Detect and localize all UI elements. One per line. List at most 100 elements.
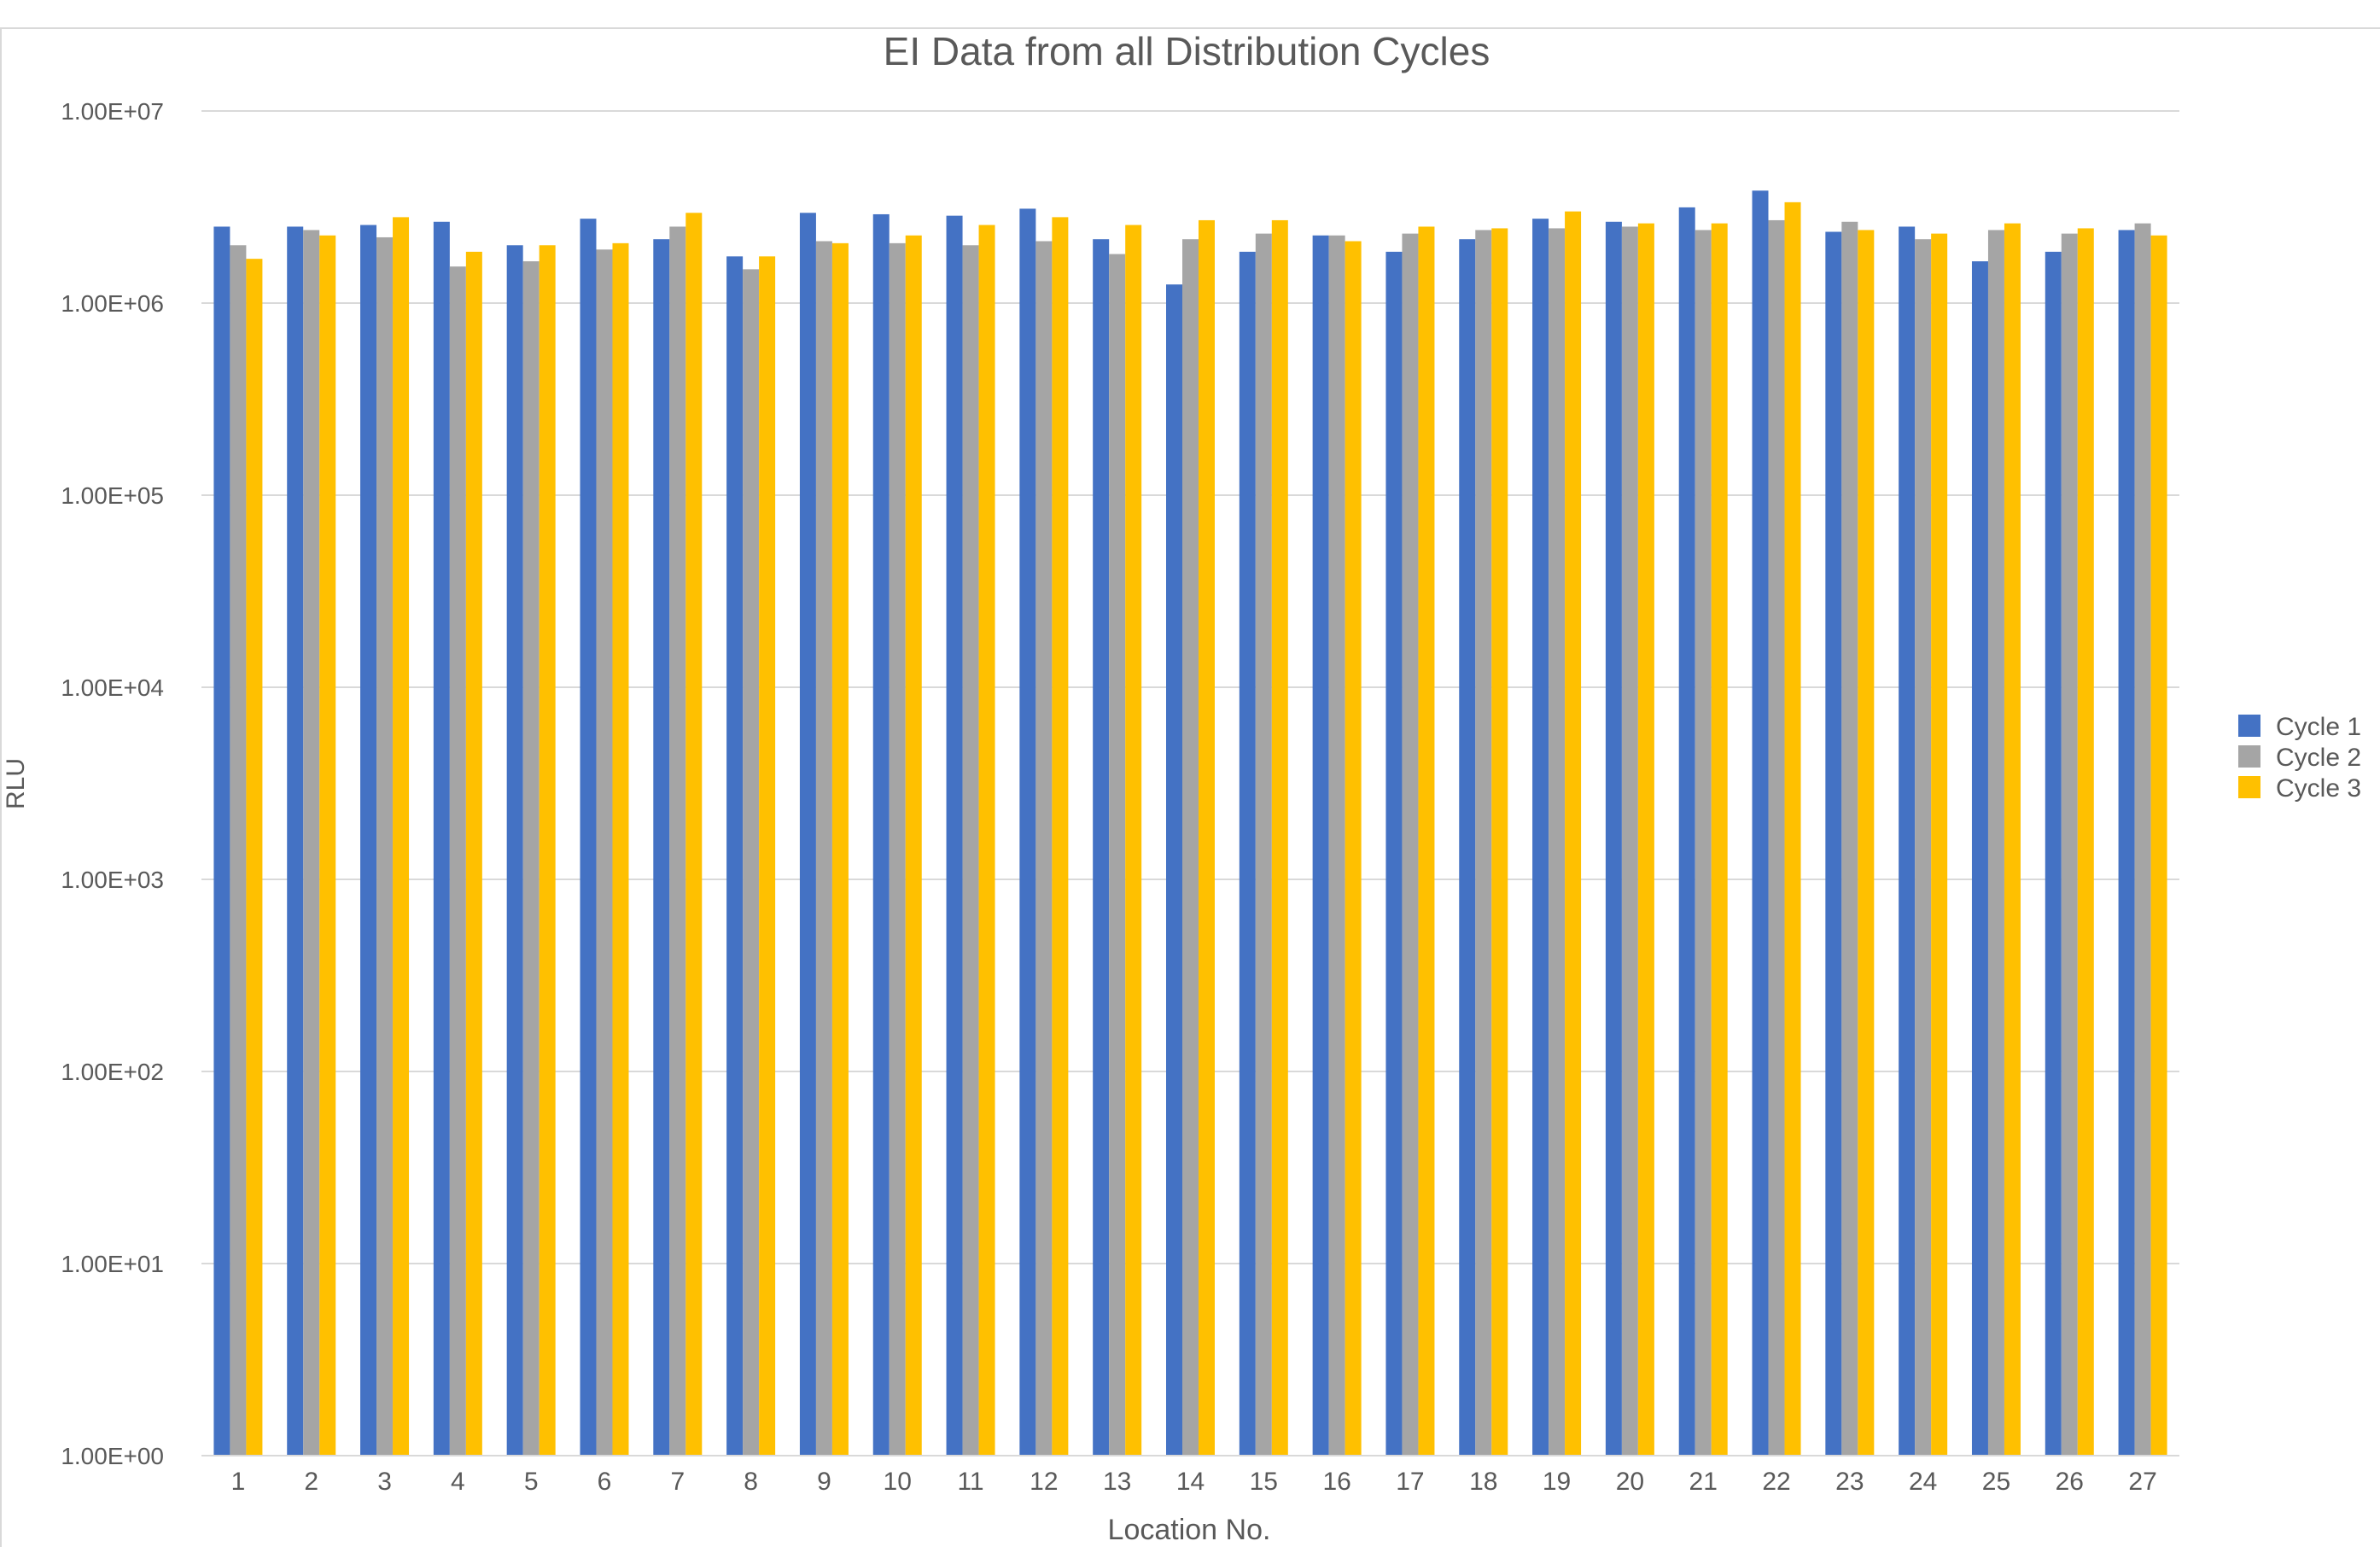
bar-cycle-3 [1052, 217, 1069, 1457]
bar-cycle-1 [1605, 221, 1622, 1457]
bar-cycle-3 [1271, 219, 1288, 1457]
x-tick-label: 13 [1103, 1468, 1131, 1496]
bar-cycle-2 [2061, 233, 2078, 1457]
x-tick-label: 24 [1909, 1468, 1937, 1496]
bar-cycle-2 [669, 226, 686, 1456]
bar-cycle-3 [1858, 230, 1875, 1456]
bar-cycle-1 [360, 225, 377, 1457]
x-axis-ticks: 1 2 3 4 5 6 7 8 9 10 11 12 13 14 15 16 17 18 19 20 21 22 23 24 2… [231, 1468, 2157, 1496]
x-tick-label: 14 [1176, 1468, 1205, 1496]
legend-swatch [2238, 776, 2260, 798]
x-tick-label: 8 [744, 1468, 758, 1496]
bar-cycle-2 [1768, 219, 1785, 1457]
bars [213, 190, 2167, 1457]
bar-cycle-3 [1418, 226, 1435, 1456]
x-tick-label: 23 [1835, 1468, 1864, 1496]
bar-cycle-3 [1491, 228, 1508, 1456]
bar-cycle-3 [831, 242, 849, 1457]
bar-cycle-1 [506, 245, 523, 1456]
bar-cycle-2 [1035, 241, 1053, 1456]
bar-cycle-1 [1459, 239, 1476, 1456]
x-tick-label: 6 [598, 1468, 612, 1496]
bar-cycle-1 [1971, 261, 1988, 1456]
bar-cycle-3 [1345, 241, 1362, 1456]
x-tick-label: 18 [1469, 1468, 1497, 1496]
bar-cycle-1 [433, 221, 450, 1457]
bar-cycle-3 [1565, 211, 1582, 1457]
y-tick-label: 1.00E+05 [61, 482, 164, 509]
bar-cycle-1 [213, 226, 230, 1456]
x-tick-label: 7 [670, 1468, 685, 1496]
bar-cycle-3 [1199, 219, 1215, 1457]
bar-cycle-1 [2118, 230, 2135, 1456]
bar-cycle-3 [612, 242, 629, 1457]
bar-cycle-2 [815, 241, 832, 1456]
bar-cycle-2 [1328, 235, 1345, 1457]
x-tick-label: 12 [1030, 1468, 1058, 1496]
bar-cycle-3 [319, 235, 336, 1457]
bar-cycle-1 [1239, 251, 1256, 1456]
x-tick-label: 2 [304, 1468, 318, 1496]
bar-cycle-1 [1899, 226, 1916, 1456]
bar-cycle-3 [246, 259, 263, 1457]
bar-cycle-2 [743, 269, 760, 1457]
bar-cycle-1 [1825, 231, 1842, 1456]
bar-cycle-3 [1125, 225, 1142, 1457]
bar-cycle-2 [1402, 233, 1419, 1457]
bar-cycle-1 [1385, 251, 1403, 1456]
bar-cycle-1 [799, 213, 816, 1456]
bar-cycle-2 [1915, 239, 1932, 1456]
bar-cycle-2 [376, 236, 394, 1457]
bar-cycle-1 [653, 239, 670, 1456]
bar-cycle-3 [1637, 223, 1654, 1456]
bar-cycle-1 [1532, 219, 1549, 1456]
bar-cycle-3 [1931, 233, 1948, 1457]
x-axis-title: Location No. [1108, 1514, 1271, 1546]
bar-cycle-2 [1475, 230, 1492, 1456]
bar-cycle-3 [2077, 228, 2094, 1456]
bar-cycle-3 [1711, 223, 1728, 1456]
y-tick-label: 1.00E+02 [61, 1059, 164, 1085]
bar-cycle-3 [393, 217, 410, 1457]
x-tick-label: 27 [2128, 1468, 2156, 1496]
y-tick-label: 1.00E+00 [61, 1443, 164, 1469]
bar-cycle-1 [580, 219, 597, 1456]
bar-cycle-3 [685, 213, 703, 1456]
x-tick-label: 1 [231, 1468, 246, 1496]
bar-cycle-1 [1678, 207, 1695, 1456]
bar-cycle-1 [2045, 251, 2062, 1456]
bar-cycle-1 [726, 256, 744, 1457]
bar-cycle-2 [1841, 221, 1858, 1457]
x-tick-label: 19 [1543, 1468, 1571, 1496]
legend-label: Cycle 1 [2276, 713, 2361, 741]
bar-cycle-1 [872, 213, 890, 1456]
y-axis-title: RLU [2, 758, 30, 809]
x-tick-label: 9 [817, 1468, 831, 1496]
y-tick-label: 1.00E+01 [61, 1251, 164, 1277]
bar-cycle-2 [1695, 230, 1712, 1456]
x-tick-label: 21 [1689, 1468, 1718, 1496]
x-tick-label: 22 [1762, 1468, 1790, 1496]
x-tick-label: 10 [884, 1468, 912, 1496]
y-tick-label: 1.00E+03 [61, 867, 164, 893]
bar-cycle-3 [2150, 235, 2167, 1457]
bar-cycle-2 [230, 245, 247, 1456]
bar-cycle-3 [539, 245, 556, 1456]
bar-cycle-2 [1109, 254, 1126, 1456]
bar-cycle-3 [759, 256, 776, 1457]
legend-swatch [2238, 745, 2260, 768]
bar-cycle-1 [287, 226, 304, 1456]
bar-cycle-2 [522, 261, 540, 1456]
bar-cycle-2 [889, 242, 906, 1457]
bar-cycle-1 [946, 215, 963, 1456]
x-tick-label: 25 [1982, 1468, 2010, 1496]
legend-label: Cycle 2 [2276, 744, 2361, 772]
legend-swatch [2238, 715, 2260, 737]
bar-cycle-2 [2134, 223, 2151, 1456]
bar-cycle-1 [1093, 239, 1110, 1456]
bar-cycle-1 [1752, 190, 1769, 1456]
y-tick-label: 1.00E+07 [61, 98, 164, 125]
bar-cycle-2 [596, 249, 613, 1457]
y-axis-ticks: 1.00E+00 1.00E+01 1.00E+02 1.00E+03 1.00E+04… [61, 98, 164, 1469]
legend-label: Cycle 3 [2276, 774, 2361, 803]
